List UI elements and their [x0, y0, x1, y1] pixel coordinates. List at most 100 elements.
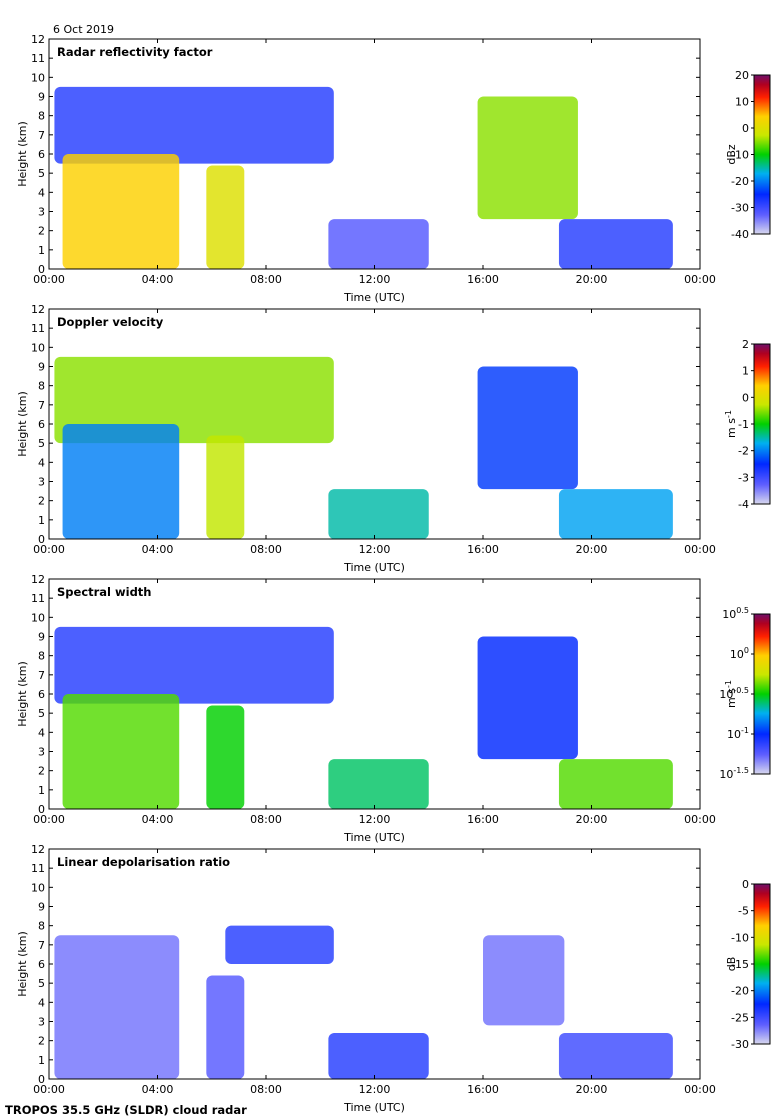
- colorbar-tick-label: -2: [738, 445, 749, 458]
- y-tick-label: 11: [31, 862, 45, 875]
- echo-region-6: [558, 489, 673, 539]
- echo-region-1: [54, 935, 180, 1079]
- x-axis-label: Time (UTC): [343, 831, 405, 844]
- colorbar-tick-label: -3: [738, 471, 749, 484]
- colorbar-unit-label: m s-1: [724, 680, 738, 708]
- colorbar-tick-label: -15: [731, 958, 749, 971]
- plot-area: [54, 925, 673, 1079]
- colorbar-unit-label: dBz: [725, 144, 738, 165]
- x-tick-label: 08:00: [250, 273, 282, 286]
- x-tick-label: 00:00: [33, 543, 65, 556]
- x-tick-label: 04:00: [142, 1083, 174, 1096]
- panel-title: Spectral width: [57, 585, 152, 599]
- y-tick-label: 4: [38, 186, 45, 199]
- colorbar-tick-label: -10: [731, 931, 749, 944]
- echo-region-4: [477, 636, 578, 760]
- x-tick-label: 08:00: [250, 813, 282, 826]
- echo-region-4: [477, 96, 578, 220]
- colorbar-tick-label: 100.5: [722, 606, 749, 621]
- y-tick-label: 0: [38, 1073, 45, 1086]
- colorbar: [753, 343, 771, 505]
- colorbar: [753, 74, 771, 235]
- x-tick-label: 08:00: [250, 543, 282, 556]
- echo-region-3: [206, 705, 245, 809]
- panel-title: Linear depolarisation ratio: [57, 855, 230, 869]
- echo-region-1: [54, 626, 334, 704]
- echo-region-3: [206, 165, 245, 269]
- y-tick-label: 1: [38, 244, 45, 257]
- colorbar-tick-label: -4: [738, 498, 749, 511]
- colorbar-tick-label: -40: [731, 228, 749, 241]
- y-tick-label: 8: [38, 650, 45, 663]
- y-tick-label: 2: [38, 765, 45, 778]
- y-tick-label: 3: [38, 1016, 45, 1029]
- echo-region-6: [558, 219, 673, 269]
- y-tick-label: 9: [38, 901, 45, 914]
- y-tick-label: 8: [38, 380, 45, 393]
- y-tick-label: 7: [38, 669, 45, 682]
- y-tick-label: 2: [38, 1035, 45, 1048]
- y-tick-label: 10: [31, 611, 45, 624]
- x-tick-label: 00:00: [684, 273, 716, 286]
- echo-region-4: [477, 366, 578, 490]
- y-axis-label: Height (km): [16, 931, 29, 997]
- x-tick-label: 00:00: [684, 1083, 716, 1096]
- y-tick-label: 5: [38, 167, 45, 180]
- y-tick-label: 7: [38, 399, 45, 412]
- x-tick-label: 16:00: [467, 1083, 499, 1096]
- y-axis-label: Height (km): [16, 661, 29, 727]
- panel-1: Radar reflectivity factor012345678910111…: [16, 33, 771, 304]
- x-tick-label: 20:00: [576, 1083, 608, 1096]
- echo-region-1: [54, 356, 334, 444]
- y-tick-label: 6: [38, 418, 45, 431]
- x-tick-label: 20:00: [576, 543, 608, 556]
- colorbar-tick-label: -25: [731, 1011, 749, 1024]
- y-tick-label: 10: [31, 341, 45, 354]
- y-tick-label: 0: [38, 533, 45, 546]
- colorbar-tick-label: -30: [731, 202, 749, 215]
- y-tick-label: 7: [38, 939, 45, 952]
- echo-region-5: [328, 489, 429, 539]
- y-tick-label: 5: [38, 977, 45, 990]
- y-tick-label: 12: [31, 303, 45, 316]
- y-tick-label: 9: [38, 631, 45, 644]
- plot-area: [54, 626, 673, 809]
- colorbar: [753, 883, 771, 1045]
- y-tick-label: 1: [38, 784, 45, 797]
- colorbar-tick-label: 2: [742, 338, 749, 351]
- echo-region-5: [328, 219, 429, 269]
- y-tick-label: 3: [38, 746, 45, 759]
- colorbar-unit-label: m s-1: [724, 410, 738, 438]
- panel-title: Doppler velocity: [57, 315, 164, 329]
- echo-region-1: [54, 86, 334, 164]
- date-label: 6 Oct 2019: [53, 23, 114, 36]
- echo-region-2: [62, 424, 180, 539]
- x-tick-label: 20:00: [576, 813, 608, 826]
- y-tick-label: 5: [38, 707, 45, 720]
- y-tick-label: 12: [31, 33, 45, 46]
- plot-area: [54, 356, 673, 539]
- y-tick-label: 9: [38, 91, 45, 104]
- y-tick-label: 3: [38, 476, 45, 489]
- colorbar-tick-label: -10: [731, 149, 749, 162]
- echo-region-3: [206, 435, 245, 539]
- y-tick-label: 0: [38, 263, 45, 276]
- x-tick-label: 00:00: [33, 813, 65, 826]
- x-tick-label: 08:00: [250, 1083, 282, 1096]
- y-tick-label: 6: [38, 688, 45, 701]
- x-tick-label: 04:00: [142, 273, 174, 286]
- y-tick-label: 11: [31, 52, 45, 65]
- y-tick-label: 11: [31, 592, 45, 605]
- echo-region-2: [225, 925, 334, 964]
- colorbar-tick-label: -20: [731, 175, 749, 188]
- y-tick-label: 6: [38, 148, 45, 161]
- colorbar-tick-label: 10-1.5: [719, 766, 749, 781]
- y-tick-label: 11: [31, 322, 45, 335]
- y-tick-label: 1: [38, 1054, 45, 1067]
- colorbar-tick-label: -1: [738, 418, 749, 431]
- x-axis-label: Time (UTC): [343, 291, 405, 304]
- colorbar-tick-label: -5: [738, 905, 749, 918]
- x-tick-label: 12:00: [359, 1083, 391, 1096]
- colorbar-tick-label: 0: [742, 122, 749, 135]
